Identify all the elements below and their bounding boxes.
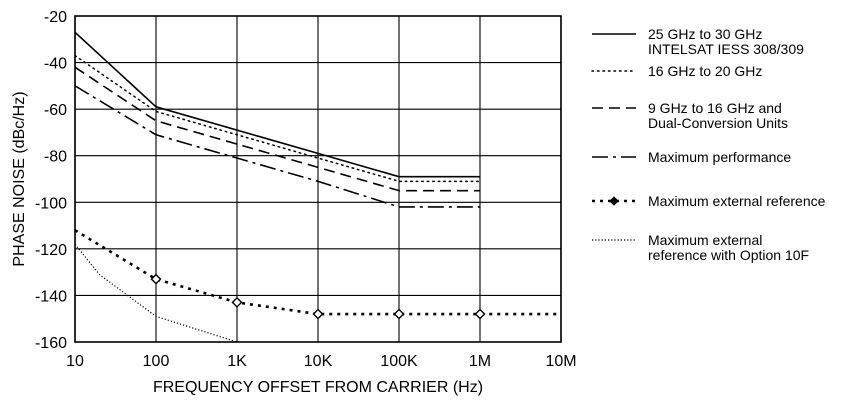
legend-label-3: 9 GHz to 16 GHz and Dual-Conversion Units [648, 100, 788, 131]
series-line-1 [75, 31, 480, 178]
x-tick-label: 10K [304, 353, 333, 370]
y-tick-label: -120 [35, 242, 67, 259]
y-axis-ticks: -20 -40 -60 -80 -100 -120 -140 -160 [35, 9, 67, 352]
series-marker-diamond [474, 308, 486, 320]
y-tick-label: -80 [44, 149, 67, 166]
x-tick-label: 10M [545, 353, 576, 370]
y-tick-label: -20 [44, 9, 67, 26]
legend-label-5: Maximum external reference [648, 193, 826, 209]
series-marker-diamond [150, 273, 162, 285]
legend-label-2: 16 GHz to 20 GHz [648, 63, 762, 79]
x-tick-label: 1M [469, 353, 491, 370]
legend-label-4: Maximum performance [648, 149, 791, 165]
x-tick-label: 100K [380, 353, 418, 370]
x-axis-ticks: 10 100 1K 10K 100K 1M 10M [66, 353, 576, 370]
legend: 25 GHz to 30 GHz INTELSAT IESS 308/309 16 … [591, 26, 826, 263]
y-tick-label: -40 [44, 56, 67, 73]
series-line-6 [75, 243, 238, 342]
legend-label-6: Maximum external reference with Option 10… [648, 232, 809, 263]
x-tick-label: 10 [66, 353, 84, 370]
x-tick-label: 1K [227, 353, 247, 370]
y-tick-label: -140 [35, 288, 67, 305]
series-marker-diamond [312, 308, 324, 320]
plot-area-frame [74, 15, 562, 343]
legend-label-1: 25 GHz to 30 GHz INTELSAT IESS 308/309 [648, 26, 804, 57]
series-line-4 [75, 85, 480, 208]
x-axis-label: FREQUENCY OFFSET FROM CARRIER (Hz) [153, 379, 483, 396]
y-tick-label: -100 [35, 195, 67, 212]
series-marker-diamond [393, 308, 405, 320]
series-marker-diamond [231, 296, 243, 308]
y-axis-label: PHASE NOISE (dBc/Hz) [11, 91, 28, 266]
series-group [75, 31, 561, 342]
legend-marker-diamond [609, 196, 619, 206]
series-line-2 [75, 54, 481, 183]
series-line-3 [75, 66, 480, 192]
x-tick-label: 100 [143, 353, 170, 370]
y-tick-label: -60 [44, 102, 67, 119]
y-tick-label: -160 [35, 335, 67, 352]
grid [74, 15, 562, 343]
